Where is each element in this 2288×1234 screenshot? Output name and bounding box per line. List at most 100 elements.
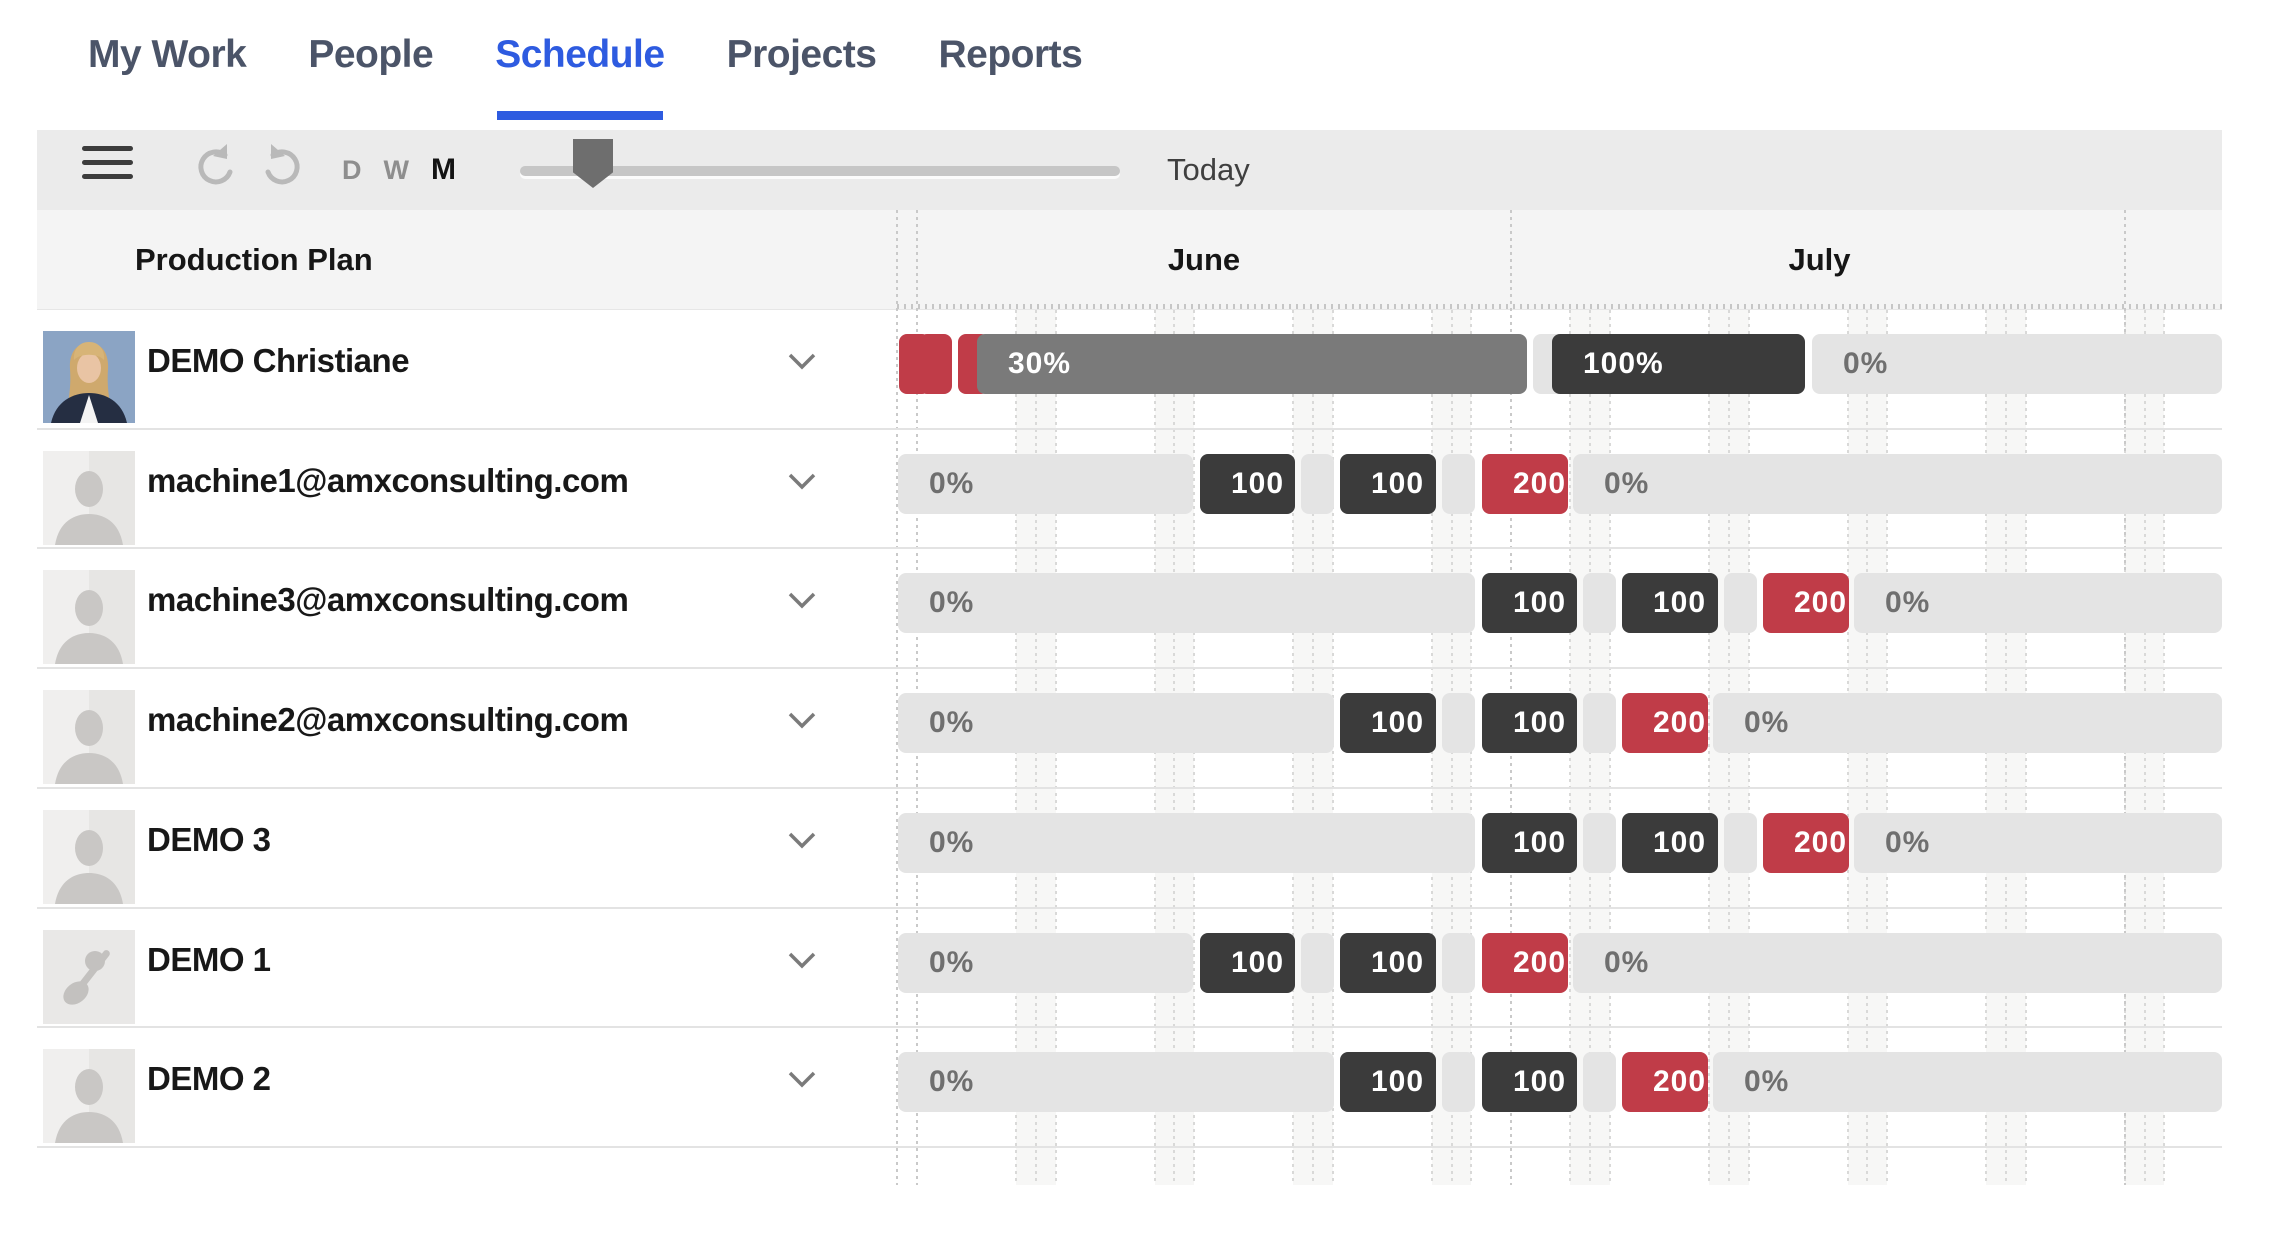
month-header-july: July bbox=[1788, 242, 1851, 277]
chevron-down-icon bbox=[788, 832, 816, 849]
tab-schedule[interactable]: Schedule bbox=[495, 30, 665, 120]
allocation-bar-idle[interactable]: 0% bbox=[898, 573, 1475, 634]
row-expand-chevron[interactable] bbox=[786, 352, 818, 377]
slider-handle[interactable] bbox=[573, 139, 613, 188]
row-expand-chevron[interactable] bbox=[786, 951, 818, 976]
allocation-bar-idle[interactable] bbox=[1442, 932, 1475, 993]
tab-my-work[interactable]: My Work bbox=[88, 33, 247, 76]
tab-reports[interactable]: Reports bbox=[938, 33, 1083, 76]
allocation-bar-full[interactable]: 100 bbox=[1200, 932, 1295, 993]
allocation-bar-idle[interactable]: 0% bbox=[1854, 573, 2222, 634]
row-separator bbox=[37, 1026, 2222, 1029]
allocation-bar-idle[interactable]: 0% bbox=[1812, 334, 2222, 394]
allocation-bar-idle[interactable]: 0% bbox=[898, 693, 1334, 754]
allocation-bar-idle[interactable] bbox=[1301, 453, 1334, 514]
allocation-bar-full[interactable]: 100 bbox=[1622, 812, 1718, 873]
allocation-bar-idle[interactable] bbox=[1442, 693, 1475, 754]
allocation-bar-idle[interactable] bbox=[1583, 812, 1616, 873]
allocation-bar-idle[interactable] bbox=[1583, 693, 1616, 754]
undo-icon[interactable] bbox=[189, 139, 239, 195]
allocation-bar-overload[interactable]: 200 bbox=[1482, 453, 1568, 514]
today-button[interactable]: Today bbox=[1167, 152, 1250, 187]
tab-projects[interactable]: Projects bbox=[726, 33, 877, 76]
person-avatar-icon bbox=[43, 570, 135, 665]
row-separator bbox=[37, 427, 2222, 430]
chevron-down-icon bbox=[788, 473, 816, 490]
allocation-bar-full[interactable]: 100 bbox=[1340, 1052, 1436, 1113]
allocation-bar-idle[interactable]: 0% bbox=[1713, 1052, 2222, 1113]
row-separator bbox=[37, 1145, 2222, 1148]
zoom-button-w[interactable]: W bbox=[383, 154, 409, 185]
resource-name: machine2@amxconsulting.com bbox=[147, 701, 629, 739]
person-avatar-icon bbox=[43, 809, 135, 904]
photo-avatar bbox=[43, 331, 135, 423]
avatar bbox=[43, 331, 135, 428]
allocation-bar-overload[interactable] bbox=[919, 334, 952, 394]
hamburger-menu-icon[interactable] bbox=[82, 145, 133, 195]
allocation-bar-idle[interactable]: 0% bbox=[898, 812, 1475, 873]
allocation-bar-full[interactable]: 100% bbox=[1552, 334, 1805, 394]
header-separator bbox=[37, 309, 2222, 310]
allocation-bar-full[interactable]: 100 bbox=[1482, 693, 1577, 754]
resource-name: machine1@amxconsulting.com bbox=[147, 461, 629, 499]
chevron-down-icon bbox=[788, 353, 816, 370]
allocation-bar-idle[interactable] bbox=[1583, 1052, 1616, 1113]
person-avatar-icon bbox=[43, 690, 135, 785]
allocation-bar-idle[interactable] bbox=[1724, 812, 1757, 873]
timeline-zoom-slider[interactable] bbox=[520, 135, 1120, 197]
allocation-bar-full[interactable]: 100 bbox=[1482, 573, 1577, 634]
allocation-bar-idle[interactable]: 0% bbox=[1573, 932, 2222, 993]
allocation-bar-overload[interactable]: 200 bbox=[1763, 812, 1849, 873]
allocation-bar-full[interactable]: 100 bbox=[1340, 453, 1436, 514]
resource-name: machine3@amxconsulting.com bbox=[147, 581, 629, 619]
allocation-bar-idle[interactable]: 0% bbox=[1854, 812, 2222, 873]
avatar bbox=[43, 690, 135, 789]
allocation-bar-full[interactable]: 100 bbox=[1622, 573, 1718, 634]
allocation-bar-full[interactable]: 100 bbox=[1340, 932, 1436, 993]
grid-header: Production Plan June July bbox=[37, 210, 2222, 310]
row-expand-chevron[interactable] bbox=[786, 831, 818, 856]
allocation-bar-full[interactable]: 100 bbox=[1200, 453, 1295, 514]
allocation-bar-idle[interactable]: 0% bbox=[898, 453, 1193, 514]
redo-icon[interactable] bbox=[259, 139, 309, 195]
avatar bbox=[43, 450, 135, 550]
allocation-bar-idle[interactable]: 0% bbox=[1713, 693, 2222, 754]
allocation-bar-overload[interactable]: 200 bbox=[1622, 1052, 1708, 1113]
row-expand-chevron[interactable] bbox=[786, 1070, 818, 1095]
resource-name: DEMO 2 bbox=[147, 1060, 271, 1098]
slider-track[interactable] bbox=[520, 166, 1120, 176]
chevron-down-icon bbox=[788, 712, 816, 729]
allocation-bar-idle[interactable]: 0% bbox=[898, 1052, 1334, 1113]
row-expand-chevron[interactable] bbox=[786, 711, 818, 736]
allocation-bar-full[interactable]: 100 bbox=[1340, 693, 1436, 754]
timeline-start-gridline bbox=[896, 210, 898, 1185]
person-avatar-icon bbox=[43, 1049, 135, 1144]
row-expand-chevron[interactable] bbox=[786, 591, 818, 616]
zoom-button-m[interactable]: M bbox=[430, 153, 456, 186]
allocation-bar-overload[interactable]: 200 bbox=[1622, 693, 1708, 754]
chevron-down-icon bbox=[788, 952, 816, 968]
allocation-bar-overload[interactable]: 200 bbox=[1763, 573, 1849, 634]
allocation-bar-idle[interactable]: 0% bbox=[1573, 453, 2222, 514]
weekend-gridline bbox=[1708, 310, 1710, 1185]
equipment-avatar-icon bbox=[43, 929, 135, 1024]
tab-people[interactable]: People bbox=[308, 33, 434, 76]
allocation-bar-idle[interactable] bbox=[1301, 932, 1334, 993]
zoom-button-d[interactable]: D bbox=[342, 154, 362, 185]
allocation-bar-idle[interactable] bbox=[1583, 573, 1616, 634]
allocation-bar-idle[interactable]: 0% bbox=[898, 932, 1193, 993]
allocation-bar-idle[interactable] bbox=[1442, 1052, 1475, 1113]
allocation-bar-full[interactable]: 100 bbox=[1482, 1052, 1577, 1113]
avatar bbox=[43, 929, 135, 1029]
allocation-bar-partial[interactable]: 30% bbox=[977, 334, 1527, 394]
row-separator bbox=[37, 786, 2222, 789]
allocation-bar-idle[interactable] bbox=[1442, 453, 1475, 514]
row-expand-chevron[interactable] bbox=[786, 472, 818, 497]
allocation-bar-idle[interactable] bbox=[1724, 573, 1757, 634]
row-separator bbox=[37, 667, 2222, 670]
allocation-bar-overload[interactable]: 200 bbox=[1482, 932, 1568, 993]
allocation-bar-full[interactable]: 100 bbox=[1482, 812, 1577, 873]
group-title: Production Plan bbox=[135, 242, 373, 277]
resource-name: DEMO 3 bbox=[147, 820, 271, 858]
